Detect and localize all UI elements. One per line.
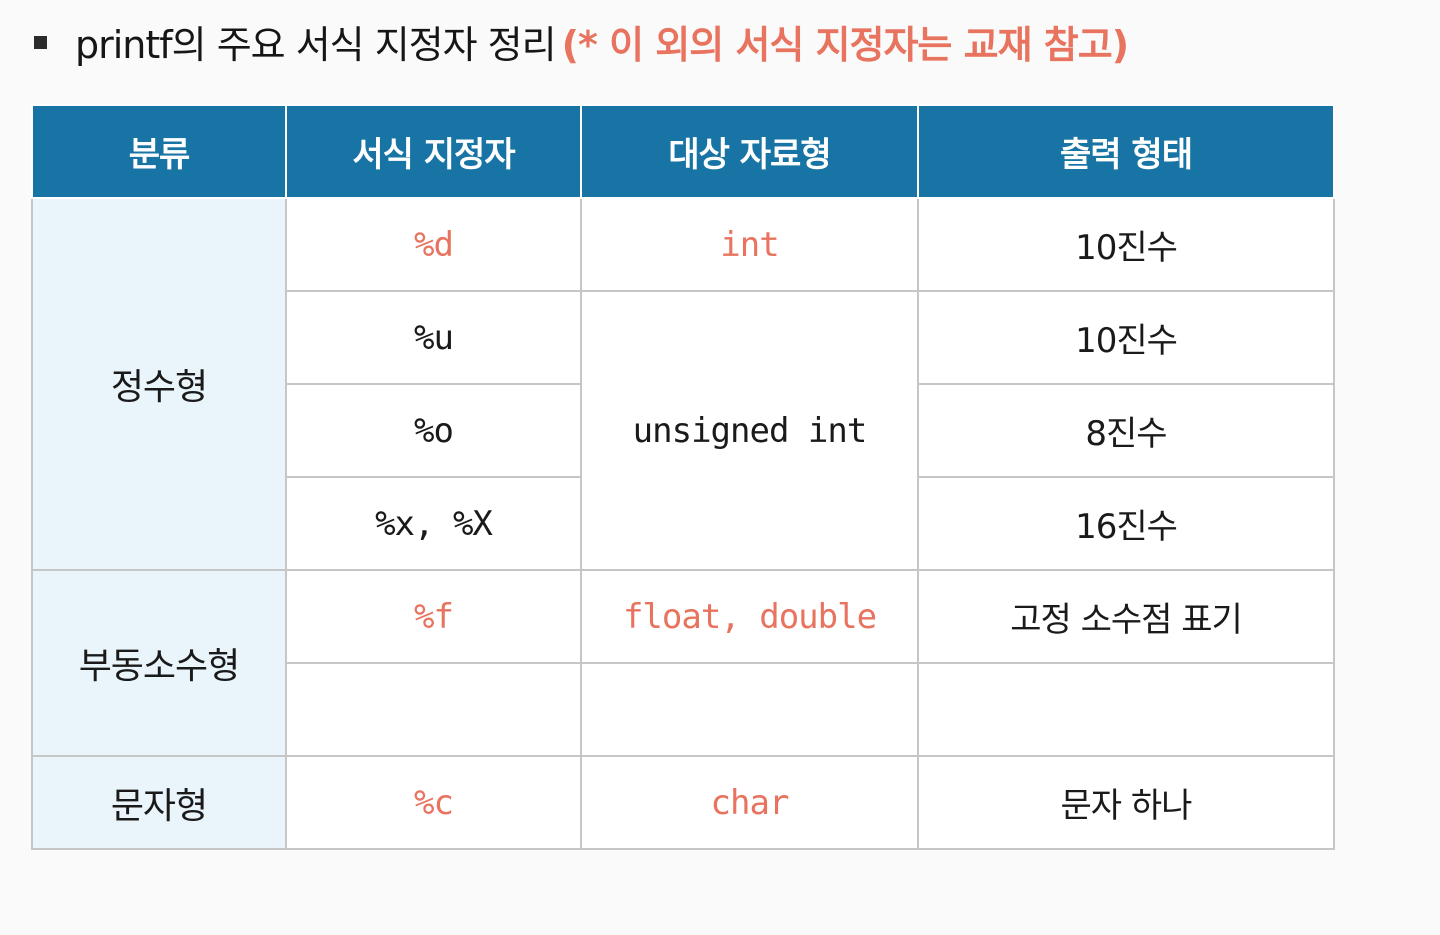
data-type-cell: unsigned int [580, 290, 919, 571]
table-header-row: 분류 서식 지정자 대상 자료형 출력 형태 [31, 104, 1335, 199]
table-row: 부동소수형 %f float, double 고정 소수점 표기 [31, 569, 1335, 757]
specifier-cell: %o [285, 383, 582, 478]
output-form-cell: 고정 소수점 표기 [917, 569, 1335, 664]
header-data-type: 대상 자료형 [580, 104, 919, 199]
data-type-cell: int [580, 197, 919, 292]
specifier-cell: %u [285, 290, 582, 385]
header-category: 분류 [31, 104, 287, 199]
table-row: %u unsigned int 10진수 [32, 290, 1335, 571]
output-form-cell [917, 662, 1335, 757]
specifier-cell: %d [285, 197, 582, 292]
specifier-cell: %x, %X [285, 476, 582, 571]
output-form-cell: 10진수 [917, 197, 1335, 292]
data-type-cell: float, double [580, 569, 919, 664]
slide-title: printf의 주요 서식 지정자 정리 [75, 22, 557, 67]
header-specifier: 서식 지정자 [285, 104, 582, 199]
table-row: %o 8진수 [32, 383, 1335, 478]
table-row: %x, %X 16진수 [32, 476, 1335, 571]
output-form-cell: 8진수 [917, 383, 1335, 478]
output-form-cell: 10진수 [917, 290, 1335, 385]
header-output-form: 출력 형태 [917, 104, 1335, 199]
data-type-cell: char [580, 755, 919, 850]
output-form-cell: 16진수 [917, 476, 1335, 571]
category-char: 문자형 [31, 755, 287, 850]
specifier-cell [285, 662, 582, 757]
data-type-cell [580, 662, 919, 757]
table-row: 문자형 %c char 문자 하나 [31, 755, 1335, 850]
specifier-cell: %f [285, 569, 582, 664]
specifier-cell: %c [285, 755, 582, 850]
slide-title-note: (* 이 외의 서식 지정자는 교재 참고) [561, 22, 1129, 67]
format-specifier-table: 분류 서식 지정자 대상 자료형 출력 형태 정수형 %d int 10진수 %… [31, 104, 1335, 850]
table-row [32, 662, 1335, 757]
slide-heading: printf의 주요 서식 지정자 정리 (* 이 외의 서식 지정자는 교재 … [34, 10, 1129, 72]
bullet-square-icon [34, 35, 47, 49]
table-row: 정수형 %d int 10진수 [31, 197, 1335, 571]
category-float: 부동소수형 [31, 569, 287, 757]
output-form-cell: 문자 하나 [917, 755, 1335, 850]
category-integer: 정수형 [31, 197, 287, 571]
